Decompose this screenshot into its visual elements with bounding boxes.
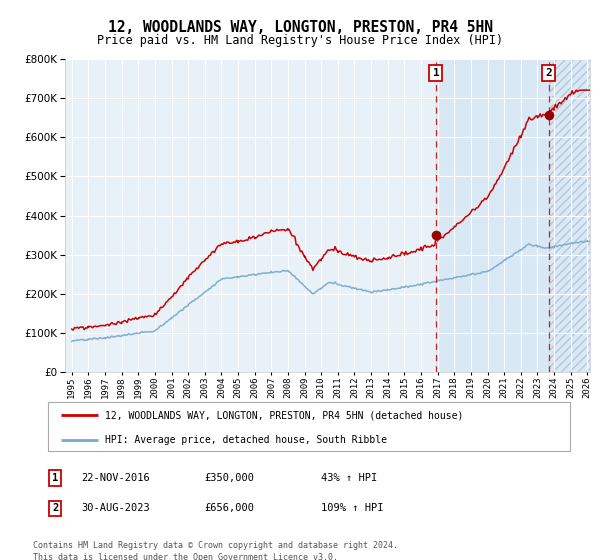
Bar (548, 59, 590, 372)
Text: 30-AUG-2023: 30-AUG-2023 (81, 503, 150, 514)
FancyBboxPatch shape (48, 402, 570, 451)
Text: 2: 2 (52, 503, 58, 514)
Text: 1: 1 (52, 473, 58, 483)
Text: 1: 1 (433, 68, 439, 78)
Text: £656,000: £656,000 (204, 503, 254, 514)
Text: 109% ↑ HPI: 109% ↑ HPI (321, 503, 383, 514)
Text: 12, WOODLANDS WAY, LONGTON, PRESTON, PR4 5HN (detached house): 12, WOODLANDS WAY, LONGTON, PRESTON, PR4… (106, 410, 464, 421)
Text: 2: 2 (545, 68, 552, 78)
Text: £350,000: £350,000 (204, 473, 254, 483)
Text: Price paid vs. HM Land Registry's House Price Index (HPI): Price paid vs. HM Land Registry's House … (97, 34, 503, 46)
Bar (548, 59, 590, 372)
Text: HPI: Average price, detached house, South Ribble: HPI: Average price, detached house, Sout… (106, 435, 388, 445)
Text: 43% ↑ HPI: 43% ↑ HPI (321, 473, 377, 483)
Text: 12, WOODLANDS WAY, LONGTON, PRESTON, PR4 5HN: 12, WOODLANDS WAY, LONGTON, PRESTON, PR4… (107, 20, 493, 35)
Text: 22-NOV-2016: 22-NOV-2016 (81, 473, 150, 483)
Bar (436, 59, 548, 372)
Text: Contains HM Land Registry data © Crown copyright and database right 2024.
This d: Contains HM Land Registry data © Crown c… (33, 541, 398, 560)
